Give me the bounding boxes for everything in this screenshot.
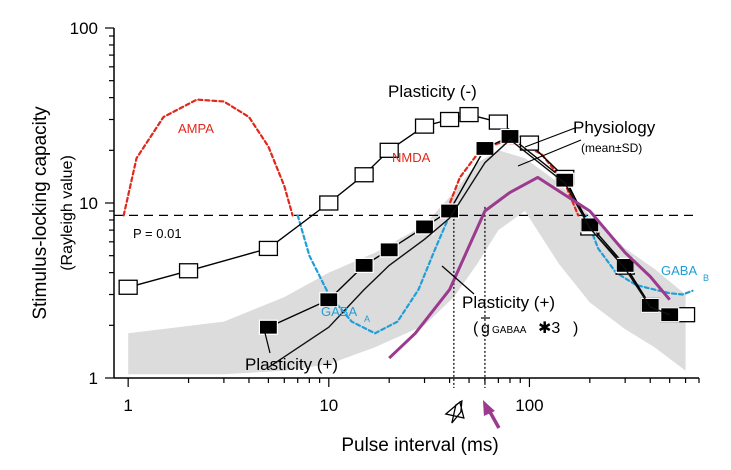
filled-arrow-shaft-2 [487,409,501,429]
point-filled-7 [475,140,495,157]
physiology-pointer [524,127,576,148]
label-nmda: NMDA [392,150,431,165]
label-p-value: P = 0.01 [133,226,182,241]
label-g-symbol: g [481,320,490,337]
y-axis-label: Stimulus-locking capacity [30,106,51,320]
label-gaba-a-sub: A [364,314,370,324]
y-tick-label: 10 [79,194,98,213]
label-physiology: Physiology [573,118,656,137]
label-gaba-b: GABA [661,263,697,278]
label-plasticity-plus: Plasticity (+) [245,355,338,374]
axis-layer: 1 10 100 1 10 100 [70,19,700,415]
point-filled-5 [414,219,435,235]
point-open-9 [459,106,479,123]
point-open-5 [354,167,374,183]
y-tick-label: 1 [89,369,98,388]
x-axis-label: Pulse interval (ms) [341,435,498,456]
point-filled-8 [500,128,520,145]
point-open-1 [118,279,138,295]
point-filled-9 [555,172,575,188]
label-times-three: ✱3 [538,320,560,337]
point-open-7 [414,118,435,134]
curve-ampa [122,98,294,217]
point-filled-4 [379,242,399,258]
label-gaba-small: GABAA [492,325,527,336]
point-filled-2 [319,292,339,308]
point-filled-3 [354,257,374,273]
label-gaba-a: GABA [321,304,357,319]
x-tick-label: 1 [123,396,132,415]
x-tick-label: 10 [319,396,338,415]
band-layer [114,150,699,429]
plasticity-plus-purple-pointer [441,265,475,295]
point-open-6 [379,142,399,158]
y-axis-sublabel: (Rayleigh value) [59,155,76,271]
curve-gabaa [296,214,451,335]
x-tick-label: 100 [515,396,543,415]
label-physiology-sub: (mean±SD) [581,141,642,155]
y-tick-label: 100 [70,19,98,38]
label-ampa: AMPA [178,121,214,136]
label-paren-open: ( [473,320,479,337]
label-plasticity-plus-purple: Plasticity (+) [462,293,555,312]
series-line-3 [268,139,670,368]
label-gaba-b-sub: B [703,273,709,283]
point-filled-12 [640,297,660,313]
point-open-8 [439,111,460,128]
point-filled-1 [258,319,279,335]
physiology-pointer-2 [517,139,582,167]
label-plasticity-minus: Plasticity (-) [388,82,477,101]
label-paren-close: ) [573,320,578,337]
series-line-4 [388,175,671,360]
point-open-10 [488,114,509,130]
physiology-sd-band [128,150,686,375]
point-open-2 [178,263,199,279]
point-filled-6 [439,203,460,219]
plasticity-plus-pointer [263,328,271,354]
point-open-3 [258,240,279,257]
point-filled-11 [615,257,635,273]
filled-arrow-head-2 [482,400,495,416]
point-open-4 [319,195,339,211]
open-arrow-1 [444,399,465,424]
curve-gabab [584,214,694,296]
